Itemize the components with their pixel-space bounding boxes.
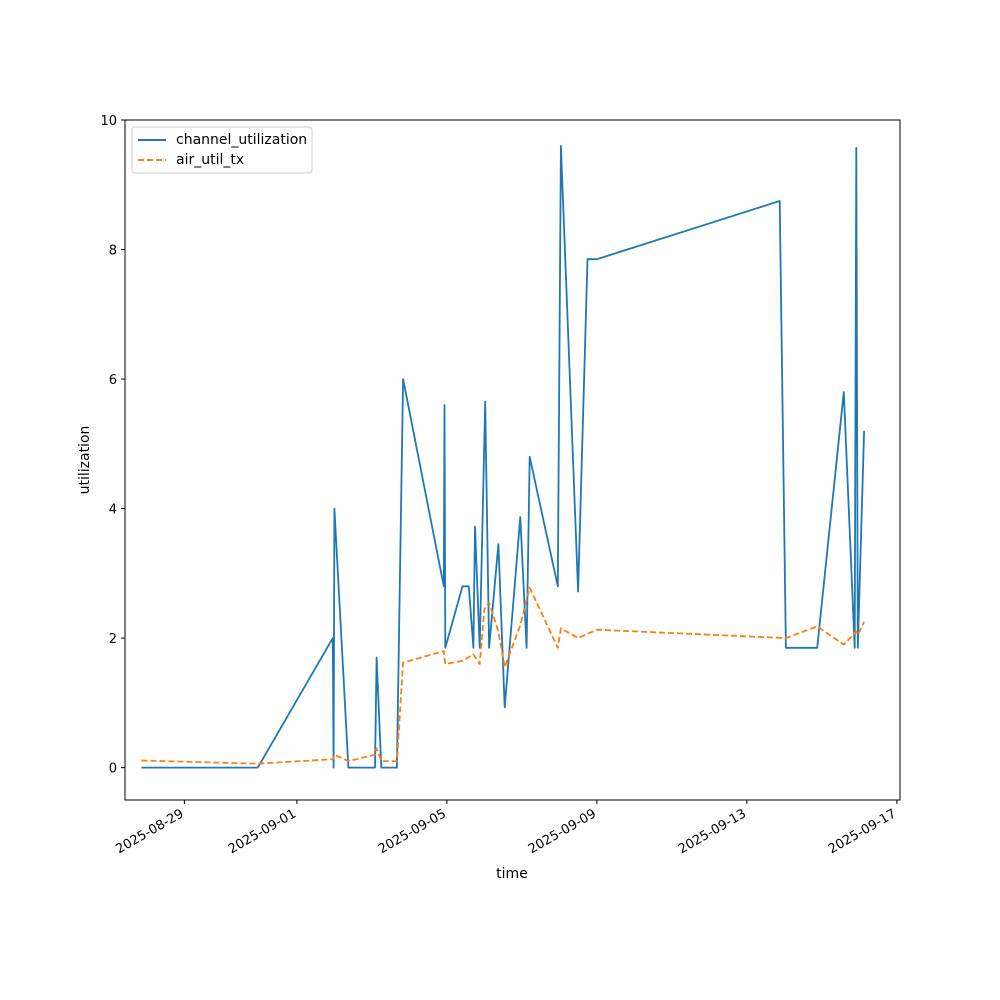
y-tick-label: 0 bbox=[109, 762, 117, 777]
series-line-air-util-tx bbox=[141, 586, 865, 765]
legend: channel_utilization air_util_tx bbox=[131, 126, 313, 174]
y-tick-label: 4 bbox=[109, 503, 117, 518]
series-line-channel-utilization bbox=[141, 144, 865, 769]
y-tick-label: 2 bbox=[109, 632, 117, 647]
series-layer bbox=[141, 144, 865, 769]
plot-frame bbox=[124, 119, 901, 801]
legend-label-channel-utilization: channel_utilization bbox=[176, 132, 307, 148]
y-tick-label: 6 bbox=[109, 373, 117, 388]
y-tick-label: 10 bbox=[100, 114, 117, 129]
y-tick-label: 8 bbox=[109, 244, 117, 259]
y-axis: 0 2 4 6 8 10 bbox=[100, 114, 125, 777]
x-axis-label: time bbox=[496, 866, 528, 882]
legend-label-air-util-tx: air_util_tx bbox=[176, 152, 244, 168]
legend-box bbox=[131, 126, 313, 174]
y-axis-label: utilization bbox=[77, 426, 93, 495]
